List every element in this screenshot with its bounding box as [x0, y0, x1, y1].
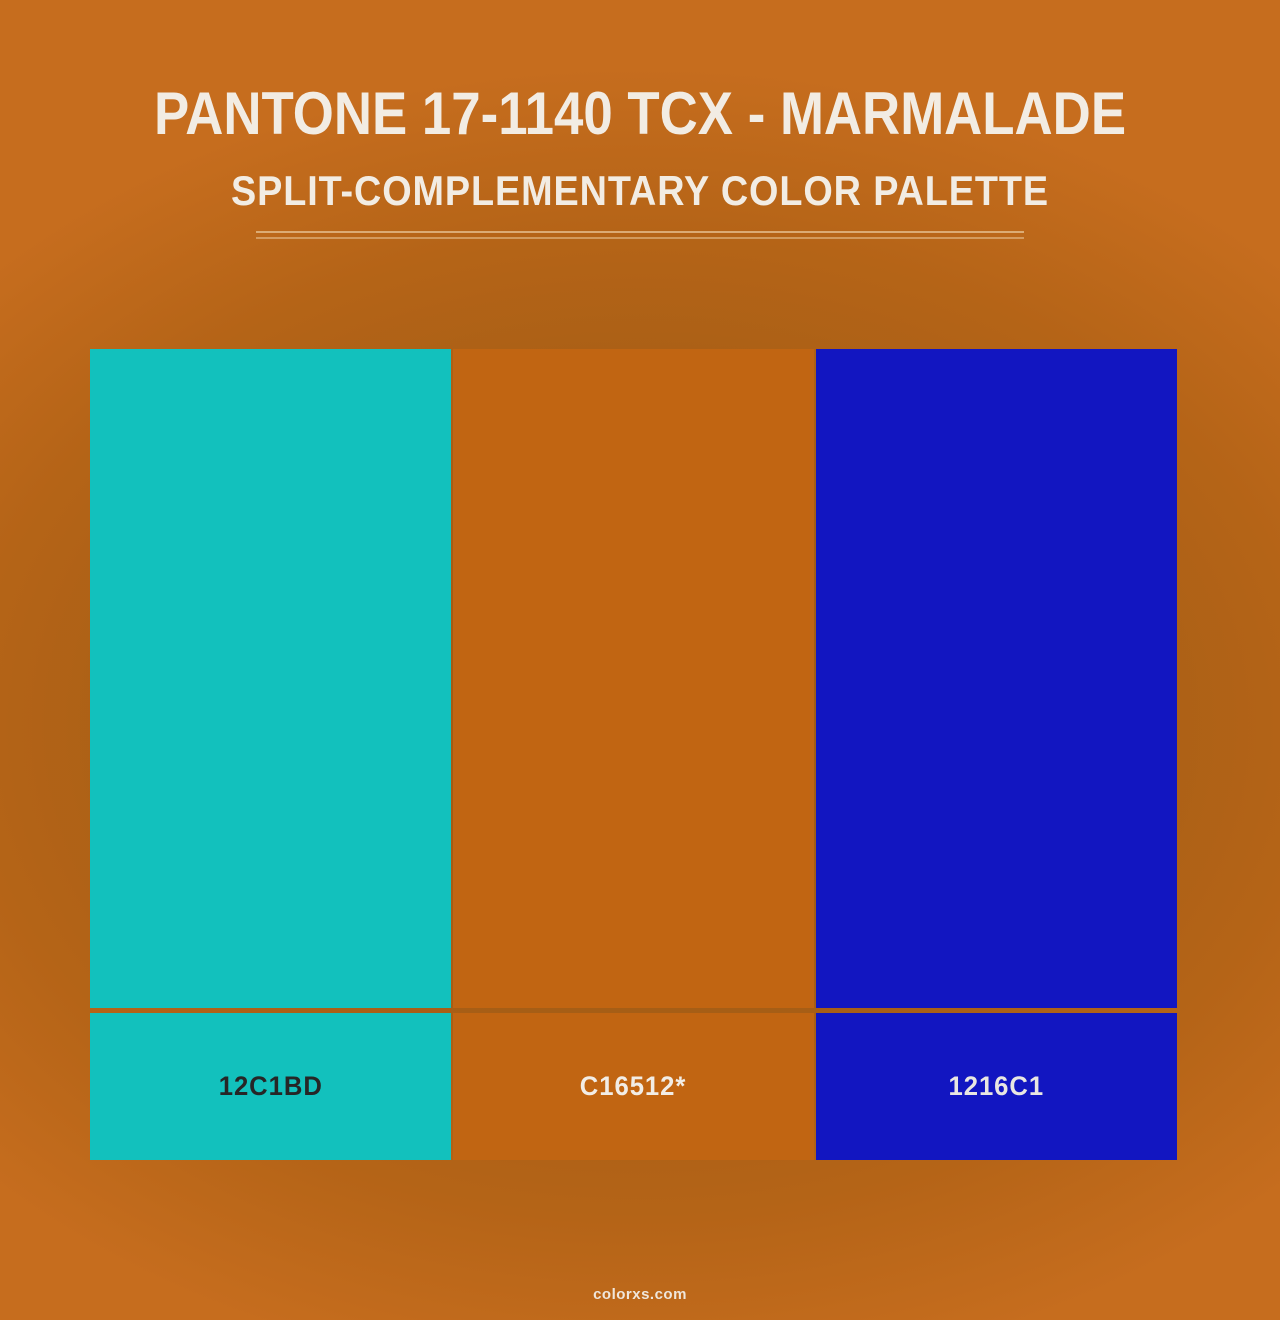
brand-watermark: colorxs.com [593, 1286, 687, 1303]
swatch-hex-tile-orange: C16512* [453, 1013, 814, 1160]
swatch-hex-tile-teal: 12C1BD [90, 1013, 451, 1160]
double-rule-divider [256, 231, 1024, 239]
page-subtitle: SPLIT-COMPLEMENTARY COLOR PALETTE [231, 167, 1049, 214]
swatch-column-1: 12C1BD [90, 349, 451, 1160]
swatch-column-3: 1216C1 [816, 349, 1177, 1160]
swatch-hex-label: 1216C1 [948, 1071, 1045, 1101]
swatch-hex-label: C16512* [580, 1071, 687, 1101]
swatch-hex-label: 12C1BD [218, 1071, 323, 1101]
swatch-column-2: C16512* [453, 349, 814, 1160]
swatch-color-block-orange [453, 349, 814, 1008]
page-title: PANTONE 17-1140 TCX - MARMALADE [153, 80, 1127, 147]
swatch-hex-tile-blue: 1216C1 [816, 1013, 1177, 1160]
swatch-color-block-teal [90, 349, 451, 1008]
swatch-grid: 12C1BD C16512* 1216C1 [90, 349, 1177, 1160]
swatch-color-block-blue [816, 349, 1177, 1008]
